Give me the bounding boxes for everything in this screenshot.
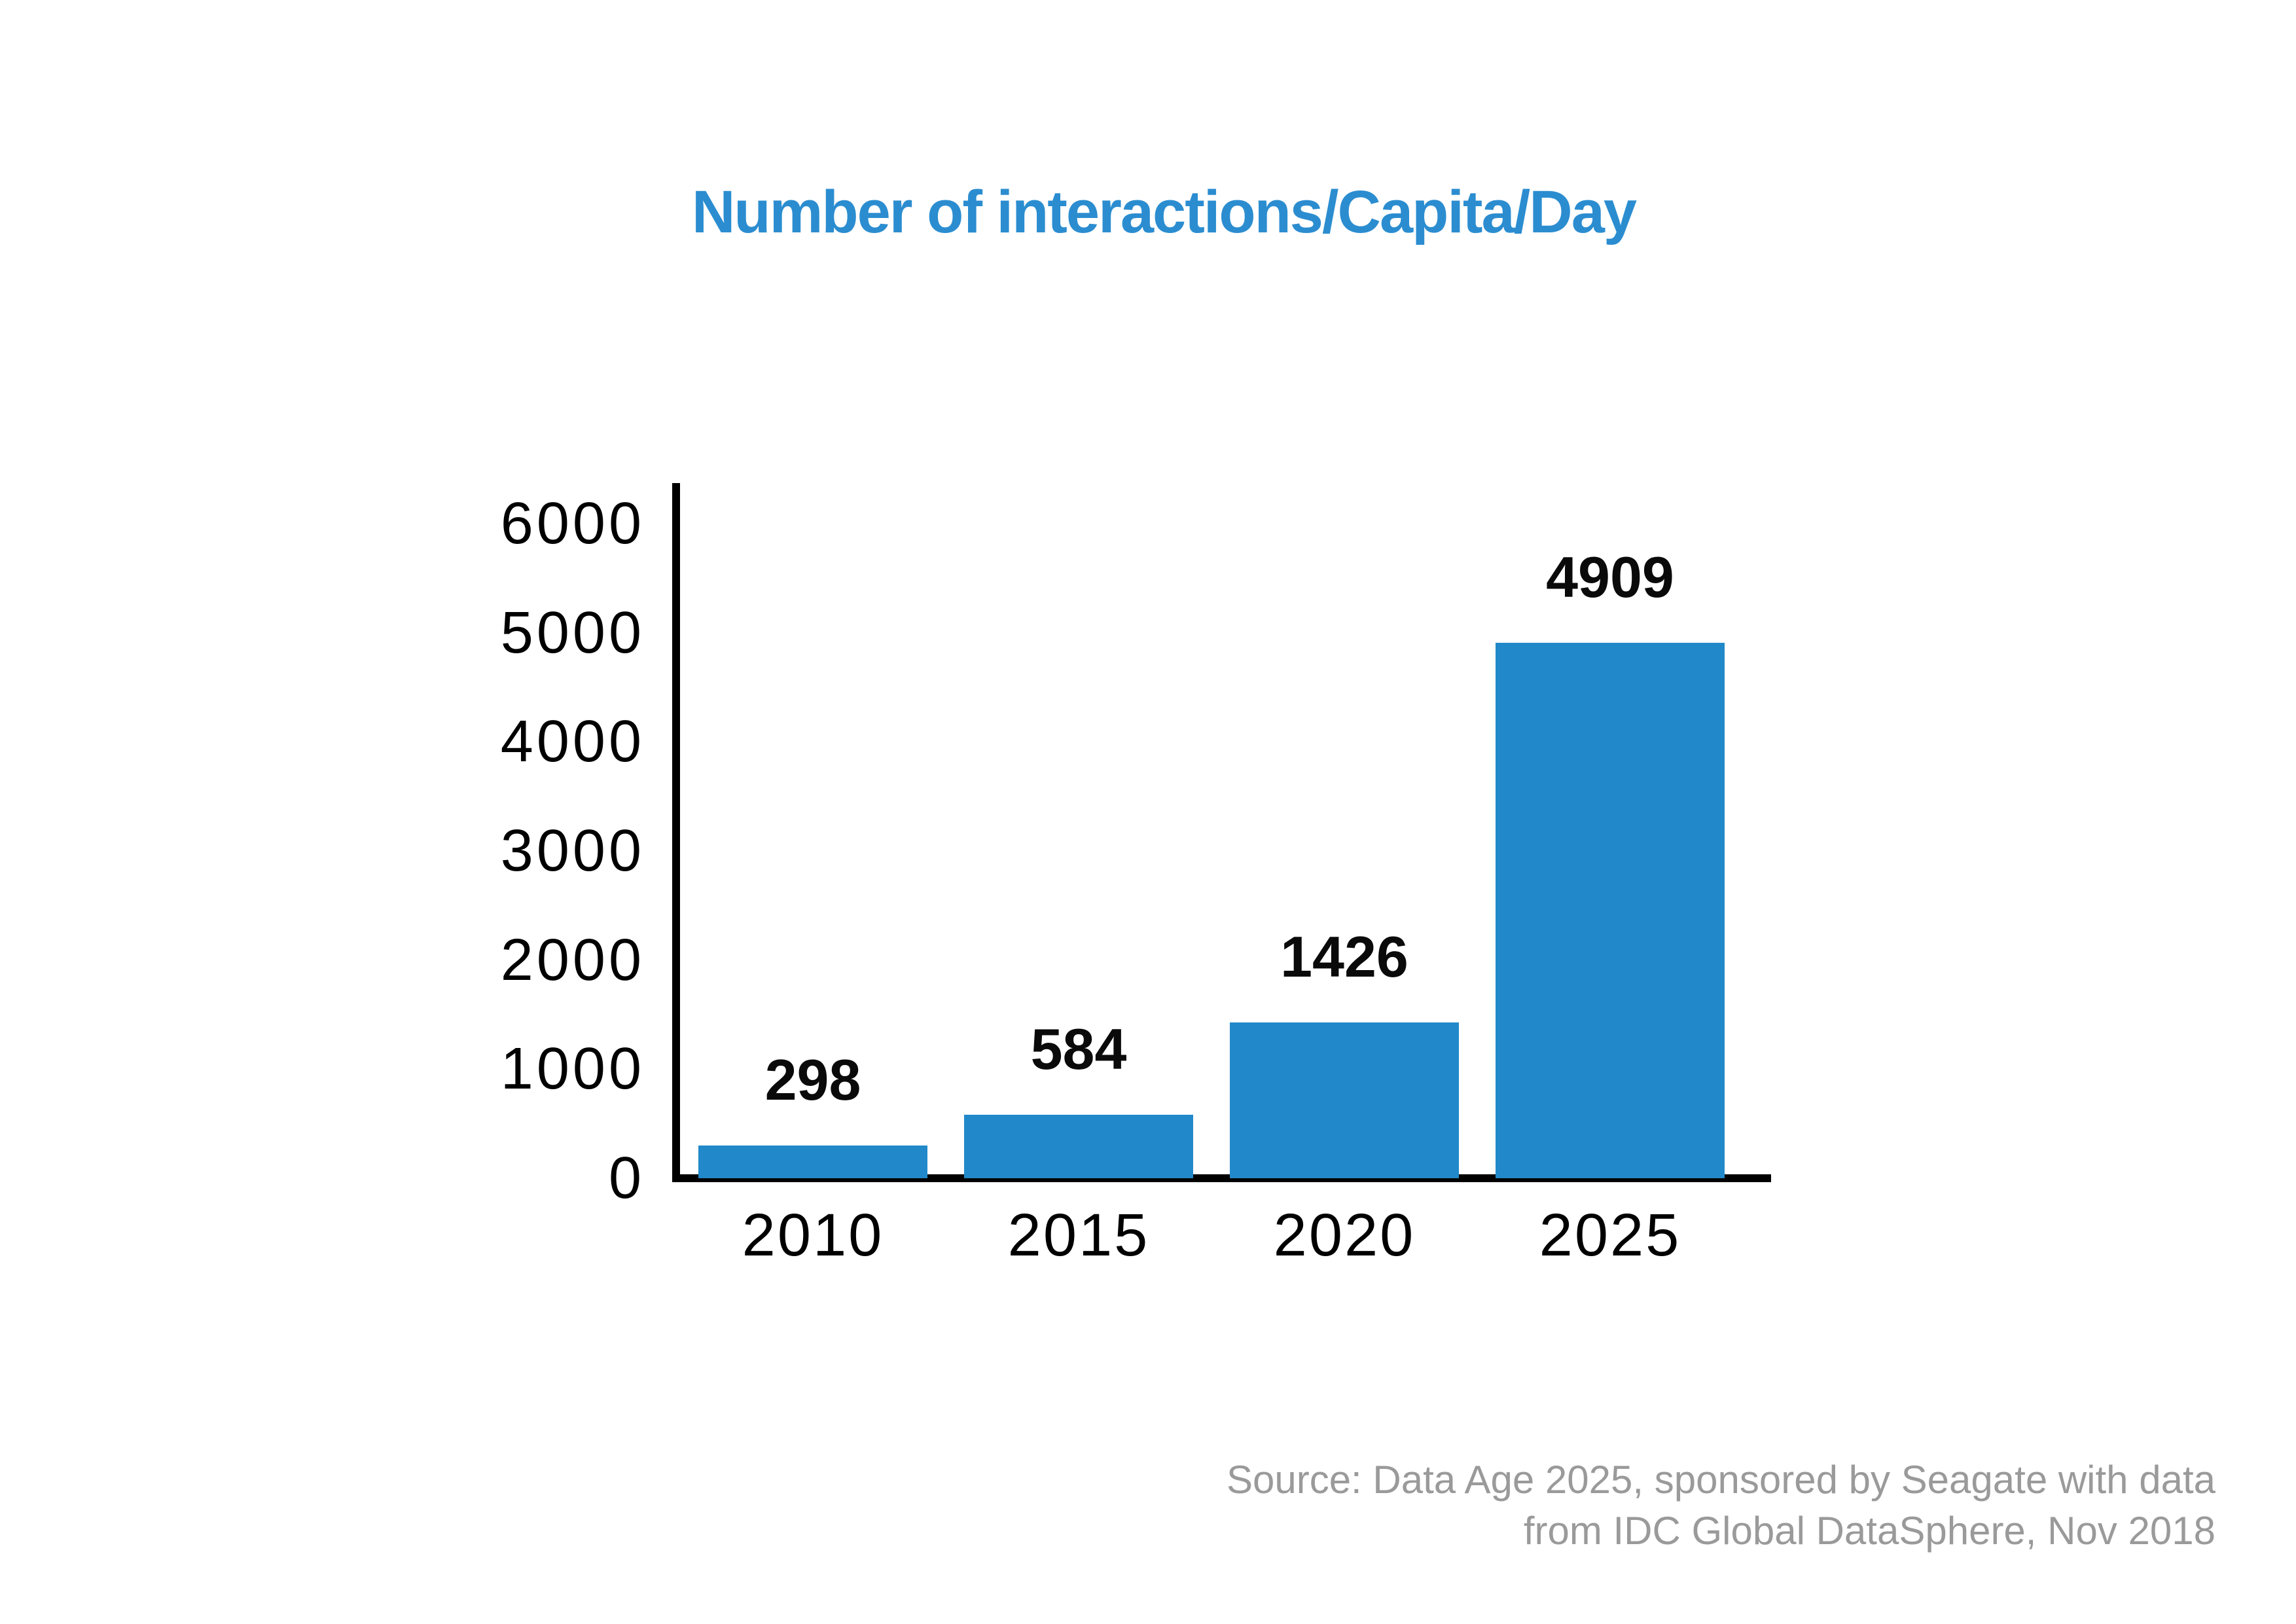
chart-title: Number of interactions/Capita/Day [691, 179, 1637, 245]
bar-2020 [1230, 1022, 1459, 1178]
bar-value-label: 584 [1030, 1016, 1127, 1081]
y-axis-line [672, 483, 680, 1182]
bar-2010 [698, 1146, 927, 1178]
bar-value-label: 4909 [1546, 544, 1674, 609]
y-tick-label: 5000 [500, 600, 645, 666]
y-tick-label: 3000 [500, 818, 645, 884]
source-note-line2: from IDC Global DataSphere, Nov 2018 [1523, 1509, 2215, 1553]
y-tick-label: 2000 [500, 927, 645, 993]
source-note-line1: Source: Data Age 2025, sponsored by Seag… [1226, 1458, 2215, 1502]
source-note: Source: Data Age 2025, sponsored by Seag… [1227, 1454, 2215, 1557]
y-tick-label: 4000 [500, 709, 645, 775]
y-tick-label: 6000 [500, 491, 645, 556]
x-tick-label: 2020 [1273, 1202, 1416, 1269]
y-tick-label: 0 [608, 1146, 645, 1211]
y-tick-label: 1000 [500, 1036, 645, 1102]
bar-2015 [964, 1114, 1193, 1178]
bar-value-label: 1426 [1280, 924, 1408, 990]
x-tick-label: 2015 [1007, 1202, 1150, 1269]
bar-value-label: 298 [764, 1047, 861, 1113]
x-tick-label: 2025 [1539, 1202, 1681, 1269]
x-tick-label: 2010 [742, 1202, 884, 1269]
bar-2025 [1496, 642, 1725, 1178]
